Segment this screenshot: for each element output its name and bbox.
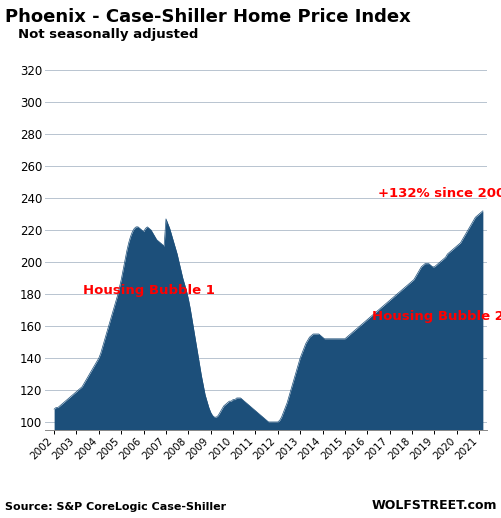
Text: +132% since 2000: +132% since 2000 — [378, 186, 501, 199]
Text: WOLFSTREET.com: WOLFSTREET.com — [371, 499, 496, 512]
Text: Source: S&P CoreLogic Case-Shiller: Source: S&P CoreLogic Case-Shiller — [5, 502, 225, 512]
Text: Housing Bubble 2: Housing Bubble 2 — [371, 310, 501, 323]
Text: Housing Bubble 1: Housing Bubble 1 — [83, 284, 214, 297]
Text: Phoenix - Case-Shiller Home Price Index: Phoenix - Case-Shiller Home Price Index — [5, 8, 410, 26]
Text: Not seasonally adjusted: Not seasonally adjusted — [18, 28, 197, 41]
